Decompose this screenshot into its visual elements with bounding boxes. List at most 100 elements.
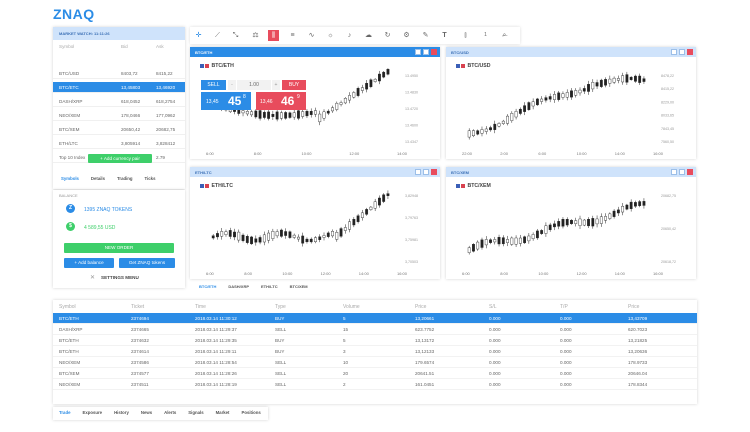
minimize-icon[interactable]	[671, 169, 677, 175]
market-watch-row[interactable]: DASH/XRP 618,0452 618,2754	[53, 96, 185, 107]
candlestick-chart[interactable]: 20682,75 20650,42 20618,72 6:00 8:00 10:00 12:…	[446, 177, 696, 279]
market-watch-tabs: Symbols Details Trading Ticks	[55, 173, 161, 184]
quantity-input[interactable]: 1.00	[237, 80, 271, 90]
candle-body	[616, 78, 620, 81]
sell-button[interactable]: SELL	[201, 80, 226, 90]
window-buttons	[671, 49, 693, 55]
orders-tab-market[interactable]: Market	[215, 410, 230, 415]
chart-type-icon[interactable]: ⫼	[268, 30, 279, 41]
settings-menu-button[interactable]: SETTINGS MENU	[101, 275, 139, 280]
balance-tool-icon[interactable]: ⚖	[252, 32, 259, 39]
zigzag-tool-icon[interactable]: ∿	[308, 32, 315, 39]
cell-bid: 13,45803	[121, 85, 141, 90]
pair-text: BTC/ETH	[211, 63, 234, 69]
market-watch-row[interactable]: NEO/XEM 178,0466 177,0962	[53, 110, 185, 121]
alert-icon[interactable]: ♪	[347, 32, 352, 39]
cell-bid: 3,805914	[121, 141, 141, 146]
maximize-icon[interactable]	[679, 169, 685, 175]
orders-table-row[interactable]: NEO/XEM 2374586 2018.03.14 11:28:54 SELL 10 1…	[53, 357, 697, 368]
candlestick-chart[interactable]: 3,82948 3,79763 3,75981 3,70503 6:00 8:00 10:0…	[190, 177, 440, 279]
maximize-icon[interactable]	[679, 49, 685, 55]
maximize-icon[interactable]	[423, 169, 429, 175]
chart-tab-dashxrp[interactable]: DASH/XRP	[228, 284, 250, 289]
orders-tab-positions[interactable]: Positions	[241, 410, 261, 415]
orders-tab-history[interactable]: History	[114, 410, 129, 415]
x-tick-label: 12:00	[321, 271, 332, 276]
text-tool-icon[interactable]: T	[442, 32, 447, 39]
minimize-icon[interactable]	[415, 49, 421, 55]
candle-body	[634, 202, 637, 207]
candle-body	[570, 90, 573, 98]
maximize-icon[interactable]	[423, 49, 429, 55]
refresh-icon[interactable]: ↻	[384, 32, 391, 39]
gear-icon[interactable]: ⚙	[403, 32, 410, 39]
candles-icon[interactable]: ⫾	[464, 32, 467, 39]
multiline-tool-icon[interactable]: ⤡	[232, 32, 239, 39]
pencil-icon[interactable]: ✎	[422, 32, 429, 39]
plus-button[interactable]: +	[272, 80, 280, 90]
cell-bid: 20650,42	[121, 127, 141, 132]
zoom-icon[interactable]: ⌕	[502, 32, 507, 39]
orders-table-row[interactable]: BTC/ETH 2374694 2018.03.14 11:30:12 BUY 5 13,…	[53, 313, 697, 324]
cloud-icon[interactable]: ☁	[365, 32, 372, 39]
orders-tab-alerts[interactable]: Alerts	[164, 410, 177, 415]
orders-tab-news[interactable]: News	[140, 410, 153, 415]
chart-tab-ethltc[interactable]: ETH/LTC	[261, 284, 278, 289]
orders-table-row[interactable]: BTC/ETH 2374614 2018.03.14 11:29:11 BUY 3 13,…	[53, 346, 697, 357]
sell-price-box[interactable]: 13,45 45 8	[201, 92, 251, 110]
orders-tab-signals[interactable]: Signals	[188, 410, 204, 415]
balance-panel: BALANCE Z 1395 ZNAQ TOKENS $ 4 589,55 US…	[53, 190, 185, 288]
minimize-icon[interactable]	[671, 49, 677, 55]
orders-table-row[interactable]: NEO/XEM 2374511 2018.03.14 11:28:19 SELL 2 16…	[53, 379, 697, 390]
y-tick-label: 8478,22	[661, 74, 674, 78]
tab-details[interactable]: Details	[90, 176, 106, 181]
candle-body	[497, 236, 501, 245]
orders-tab-trade[interactable]: Trade	[59, 410, 71, 415]
interval-selector[interactable]: 1	[484, 32, 487, 38]
close-icon[interactable]	[687, 169, 693, 175]
more-icon[interactable]: ...	[502, 31, 508, 38]
chart-tab-btcxem[interactable]: BTC/XEM	[289, 284, 308, 289]
col-bid: Bid	[121, 44, 128, 49]
close-icon[interactable]	[431, 169, 437, 175]
sell-price-big: 45	[228, 94, 242, 108]
candle-body	[279, 229, 283, 237]
orders-col-3: Type	[275, 304, 286, 310]
crosshair-icon[interactable]: ✛	[195, 32, 202, 39]
new-order-button[interactable]: NEW ORDER	[64, 243, 174, 253]
minimize-icon[interactable]	[415, 169, 421, 175]
orders-table-row[interactable]: DASH/XRP 2374665 2018.03.14 11:29:37 SELL 15…	[53, 324, 697, 335]
add-currency-pair-button[interactable]: + Add currency pair	[88, 154, 152, 163]
minus-button[interactable]: -	[228, 80, 236, 90]
market-watch-row[interactable]: BTC/USD 8403,72 8415,22	[53, 68, 185, 79]
add-balance-button[interactable]: + Add balance	[64, 258, 114, 268]
market-watch-row[interactable]: ETH/LTC 3,805914 3,828412	[53, 138, 185, 149]
idea-icon[interactable]: ☼	[327, 32, 334, 39]
close-icon[interactable]	[431, 49, 437, 55]
bars-tool-icon[interactable]: ≡	[290, 32, 295, 39]
candle-body	[326, 232, 330, 237]
get-tokens-button[interactable]: Get ZNAQ tokens	[119, 258, 175, 268]
candle-body	[467, 130, 471, 138]
y-tick-label: 3,82948	[405, 194, 418, 198]
candle-body	[309, 111, 313, 115]
candle-body	[544, 225, 548, 234]
market-watch-row[interactable]: BTC/ETC 13,45803 13,46920	[53, 82, 185, 93]
chart-tab-btceth[interactable]: BTC/ETH	[199, 284, 217, 289]
orders-tab-exposure[interactable]: Exposure	[82, 410, 103, 415]
close-icon[interactable]	[687, 49, 693, 55]
buy-price-box[interactable]: 13,46 46 9	[256, 92, 306, 110]
buy-button[interactable]: BUY	[282, 80, 306, 90]
line-tool-icon[interactable]: ⟋	[215, 32, 220, 39]
candlestick-chart[interactable]: 8478,22 8415,22 8229,00 8033,65 7843,45 7560,…	[446, 57, 696, 159]
tab-symbols[interactable]: Symbols	[61, 176, 79, 181]
market-watch-row[interactable]: BTC/XEM 20650,42 20682,75	[53, 124, 185, 135]
tab-trading[interactable]: Trading	[117, 176, 133, 181]
candle-body	[373, 78, 377, 82]
orders-table-row[interactable]: BTC/ETH 2374632 2018.03.14 11:29:35 BUY 5 13,…	[53, 335, 697, 346]
tab-ticks[interactable]: Ticks	[144, 176, 156, 181]
orders-table-row[interactable]: BTC/XEM 2374577 2018.03.14 11:28:26 SELL 20 2…	[53, 368, 697, 379]
candle-body	[335, 232, 339, 240]
balance-title: BALANCE	[59, 193, 78, 198]
token-balance: 1395 ZNAQ TOKENS	[84, 207, 133, 213]
